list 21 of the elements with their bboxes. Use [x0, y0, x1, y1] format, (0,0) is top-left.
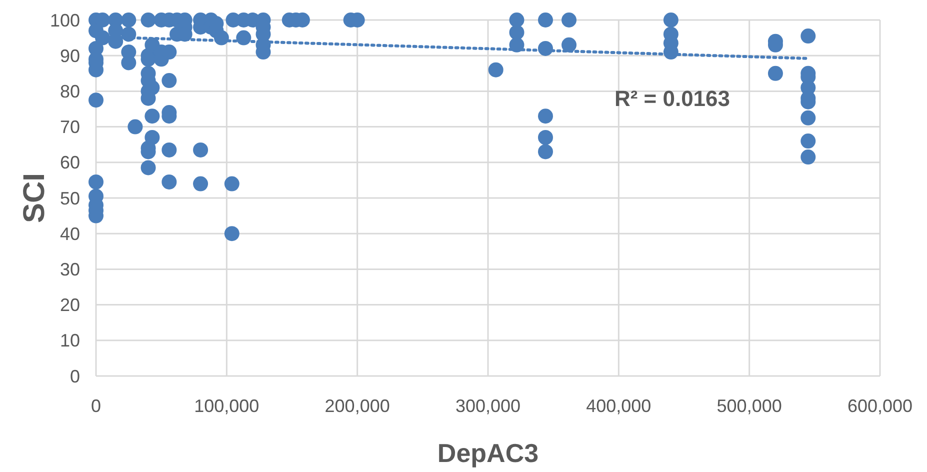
y-axis-title: SCI	[18, 172, 51, 224]
x-tick-label: 300,000	[455, 396, 521, 416]
x-tick-label: 400,000	[586, 396, 652, 416]
y-tick-label: 20	[60, 295, 80, 316]
y-tick-label: 50	[60, 188, 80, 208]
y-tick-label: 40	[60, 224, 80, 244]
x-tick-label: 600,000	[847, 396, 913, 416]
y-tick-label: 60	[60, 152, 80, 173]
y-tick-label: 0	[70, 366, 80, 386]
annotation: R² = 0.0163	[614, 86, 730, 112]
y-tick-label: 70	[60, 117, 80, 138]
y-tick-label: 80	[60, 82, 80, 102]
y-tick-label: 100	[50, 10, 80, 30]
y-tick-label: 30	[60, 260, 80, 280]
x-tick-label: 100,000	[194, 396, 260, 416]
y-tick-label: 10	[60, 330, 80, 351]
x-axis-title: DepAC3	[437, 438, 539, 468]
x-tick-label: 0	[90, 396, 102, 416]
y-tick-label: 90	[60, 46, 80, 66]
x-tick-label: 200,000	[324, 396, 390, 416]
x-tick-label: 500,000	[716, 396, 782, 416]
